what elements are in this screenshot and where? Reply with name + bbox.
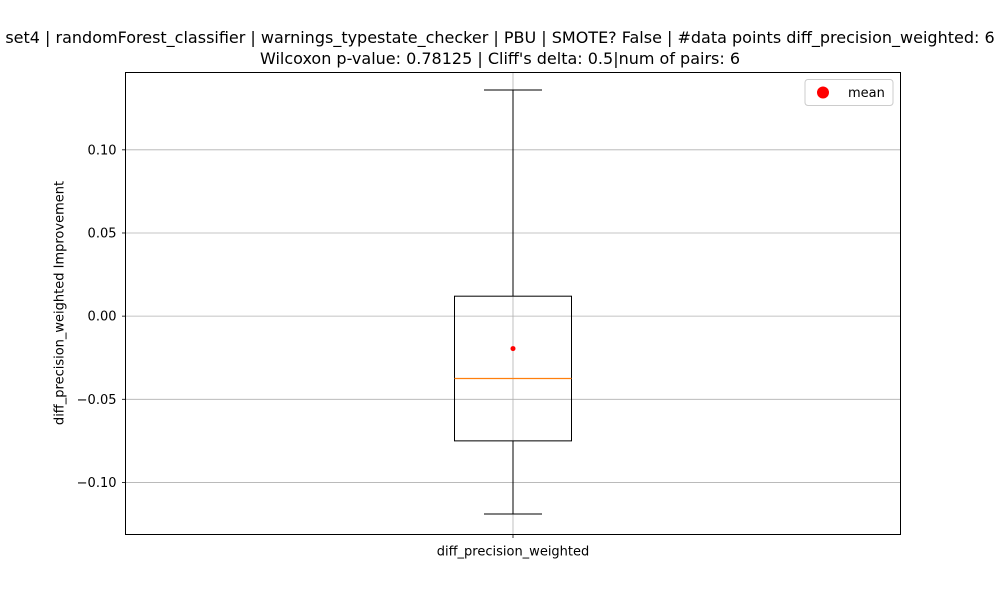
mean-point	[510, 346, 516, 352]
y-tick-label: 0.00	[88, 310, 117, 325]
legend-frame	[804, 79, 894, 106]
y-tick-label: 0.10	[88, 143, 117, 158]
y-axis-label: diff_precision_weighted Improvement	[53, 181, 68, 425]
box-plot	[454, 89, 572, 515]
y-tick-label: 0.05	[88, 226, 117, 241]
x-tick-label: diff_precision_weighted	[437, 545, 590, 560]
y-tick-label: −0.10	[77, 476, 117, 491]
chart-title-line2: Wilcoxon p-value: 0.78125 | Cliff's delt…	[260, 49, 740, 68]
y-tick-label: −0.05	[77, 393, 117, 408]
legend: mean	[804, 79, 894, 106]
y-axis-ticks: −0.10 −0.05 0.00 0.05 0.10	[77, 143, 126, 491]
legend-mean-marker	[817, 86, 829, 99]
chart-title-line1: set4 | randomForest_classifier | warning…	[5, 28, 994, 48]
legend-label: mean	[848, 86, 885, 101]
chart-title: set4 | randomForest_classifier | warning…	[5, 28, 994, 68]
x-axis-ticks: diff_precision_weighted	[437, 534, 590, 560]
iqr-box	[454, 295, 572, 442]
